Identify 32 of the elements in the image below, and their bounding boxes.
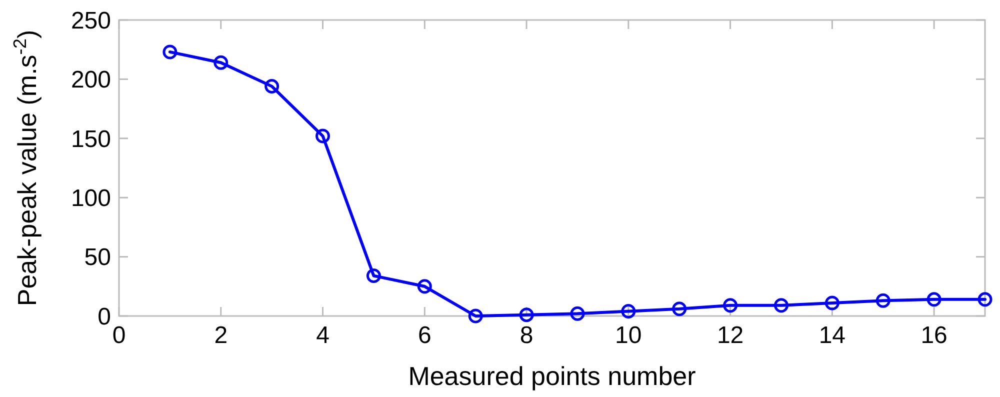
point: [214, 55, 228, 70]
x-tick-label: 2: [214, 322, 228, 349]
point: [316, 128, 330, 144]
x-tick-label: 12: [716, 322, 744, 349]
point: [162, 44, 178, 60]
point: [519, 308, 534, 322]
point: [723, 298, 738, 313]
point: [672, 302, 687, 316]
x-tick-label: 14: [818, 322, 846, 349]
point: [926, 292, 942, 307]
x-tick-label: 10: [615, 322, 642, 349]
y-tick-label: 100: [70, 185, 111, 212]
point: [774, 298, 788, 313]
point: [824, 296, 840, 310]
point: [366, 268, 381, 283]
y-tick-label: 0: [98, 303, 111, 330]
point: [621, 304, 636, 319]
point: [264, 79, 280, 94]
x-tick-label: 8: [520, 322, 534, 349]
y-tick-label: 50: [84, 244, 111, 272]
y-tick-label: 150: [70, 126, 111, 153]
point: [468, 308, 483, 324]
point: [876, 293, 890, 308]
x-tick-label: 6: [418, 322, 432, 349]
point: [570, 306, 585, 321]
y-tick-label: 200: [70, 66, 111, 94]
x-tick-label: 16: [920, 322, 948, 349]
x-axis-title: Measured points number: [408, 361, 696, 391]
y-tick-label: 250: [70, 7, 111, 34]
x-tick-label: 4: [316, 322, 330, 349]
point: [417, 279, 432, 294]
point: [978, 292, 992, 307]
